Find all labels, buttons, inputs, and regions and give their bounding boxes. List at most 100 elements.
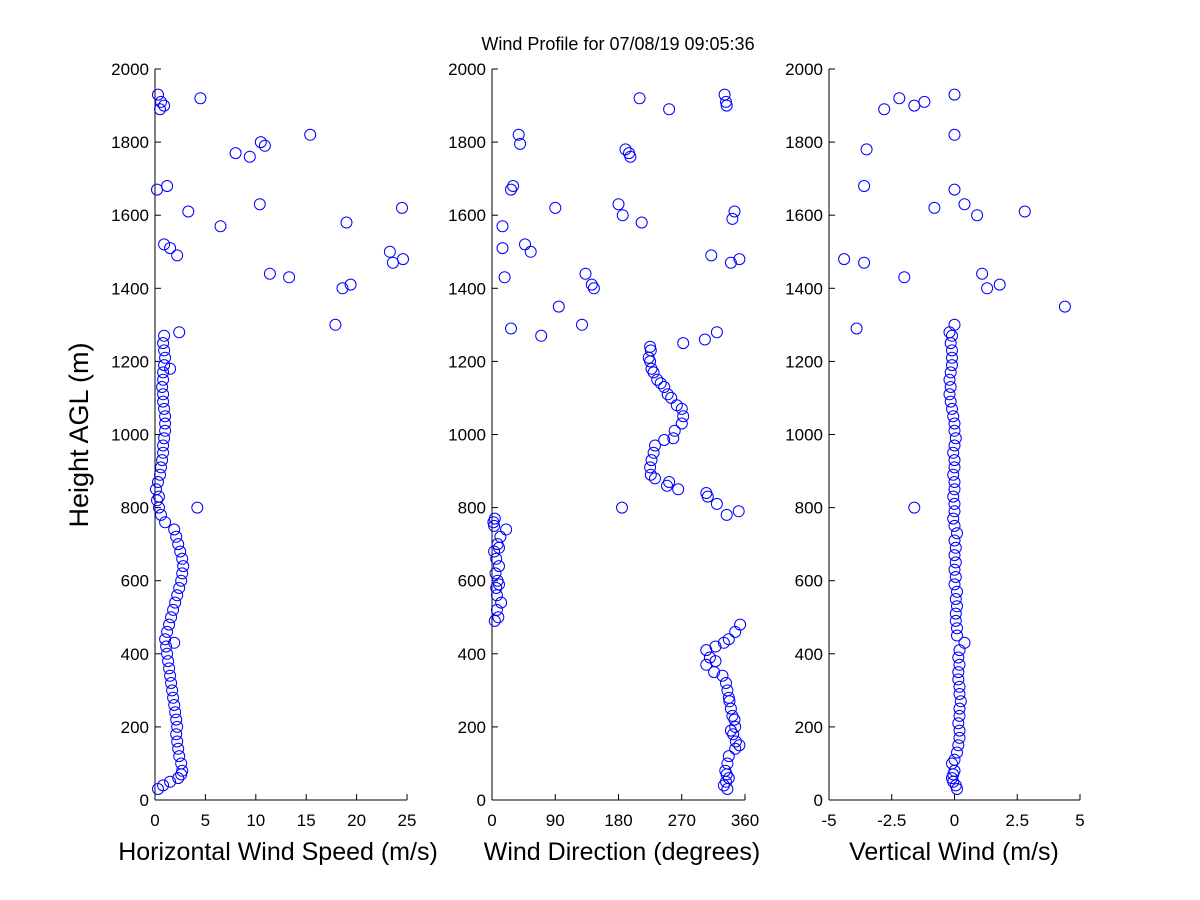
data-point xyxy=(898,271,911,284)
data-point xyxy=(944,395,957,408)
data-point xyxy=(336,282,349,295)
data-point xyxy=(946,351,958,364)
data-point xyxy=(928,201,941,214)
data-point xyxy=(1058,300,1071,313)
data-point xyxy=(150,483,162,496)
data-point xyxy=(948,578,961,591)
data-point xyxy=(157,366,170,379)
data-point xyxy=(644,468,657,481)
data-point xyxy=(633,92,646,105)
data-point xyxy=(164,775,177,788)
data-point xyxy=(505,183,517,196)
data-point xyxy=(162,655,175,668)
data-point xyxy=(579,267,592,280)
data-point xyxy=(164,669,177,682)
data-point xyxy=(667,432,680,445)
data-point xyxy=(860,143,873,156)
data-point xyxy=(946,359,958,372)
data-point xyxy=(951,629,963,642)
data-point xyxy=(167,603,180,616)
x-tick-label: -5 xyxy=(821,811,836,830)
data-point xyxy=(720,508,733,521)
data-point xyxy=(947,490,960,503)
data-point xyxy=(191,501,204,514)
data-point xyxy=(396,201,408,214)
data-point xyxy=(658,434,671,446)
data-point xyxy=(490,552,503,565)
data-point xyxy=(675,417,688,430)
data-point xyxy=(329,318,342,331)
data-point xyxy=(168,523,181,536)
data-point xyxy=(953,658,966,671)
data-point xyxy=(161,180,174,192)
data-point xyxy=(948,439,961,452)
data-point xyxy=(663,476,676,488)
data-point xyxy=(720,677,732,689)
data-point xyxy=(948,417,961,430)
data-point xyxy=(948,483,961,496)
data-point xyxy=(535,329,548,342)
data-point xyxy=(952,717,965,730)
data-point xyxy=(163,662,176,675)
series-points xyxy=(487,88,747,795)
y-tick-label: 0 xyxy=(140,791,149,810)
data-point xyxy=(158,432,171,445)
data-point xyxy=(703,651,716,664)
data-point xyxy=(158,344,171,357)
data-point xyxy=(948,461,961,474)
data-point xyxy=(176,567,189,580)
data-point xyxy=(952,673,965,686)
data-point xyxy=(165,611,178,624)
data-point xyxy=(169,596,182,609)
data-point xyxy=(949,593,962,605)
data-point xyxy=(722,633,735,646)
data-point xyxy=(194,92,207,105)
data-point xyxy=(943,388,956,401)
data-point xyxy=(158,329,171,342)
data-point xyxy=(858,256,871,269)
y-tick-label: 2000 xyxy=(448,60,486,79)
y-tick-label: 400 xyxy=(458,645,486,664)
data-point xyxy=(490,603,503,616)
data-point xyxy=(157,439,170,452)
y-tick-label: 1800 xyxy=(448,133,486,152)
data-point xyxy=(155,95,167,108)
data-point xyxy=(949,607,962,620)
data-point xyxy=(576,318,588,331)
x-tick-label: 5 xyxy=(1075,811,1084,830)
x-axis-label: Vertical Wind (m/s) xyxy=(849,838,1059,866)
data-point xyxy=(661,388,674,401)
y-tick-label: 200 xyxy=(121,718,149,737)
y-tick-label: 2000 xyxy=(111,60,149,79)
data-point xyxy=(677,410,690,423)
data-point xyxy=(654,377,667,390)
data-point xyxy=(943,373,956,386)
y-tick-label: 1200 xyxy=(448,352,486,371)
data-point xyxy=(668,424,681,437)
data-point xyxy=(258,139,271,152)
data-point xyxy=(157,779,170,792)
x-axis-label: Wind Direction (degrees) xyxy=(484,838,761,866)
series-points xyxy=(838,88,1071,795)
data-point xyxy=(953,724,966,737)
data-point xyxy=(514,137,527,150)
y-tick-label: 600 xyxy=(121,572,149,591)
data-point xyxy=(157,388,170,401)
x-axis-label: Horizontal Wind Speed (m/s) xyxy=(118,838,438,866)
data-point xyxy=(253,198,266,211)
data-point xyxy=(254,136,267,149)
data-point xyxy=(722,750,735,763)
y-tick-label: 1400 xyxy=(111,279,149,298)
data-point xyxy=(496,242,509,255)
y-tick-label: 800 xyxy=(121,499,149,518)
data-point xyxy=(156,454,169,467)
data-point xyxy=(496,220,509,233)
data-point xyxy=(677,337,690,350)
data-point xyxy=(948,497,961,510)
y-tick-label: 0 xyxy=(477,791,486,810)
data-point xyxy=(159,417,172,430)
series-points xyxy=(150,88,409,795)
data-point xyxy=(512,128,525,141)
data-point xyxy=(947,512,960,525)
